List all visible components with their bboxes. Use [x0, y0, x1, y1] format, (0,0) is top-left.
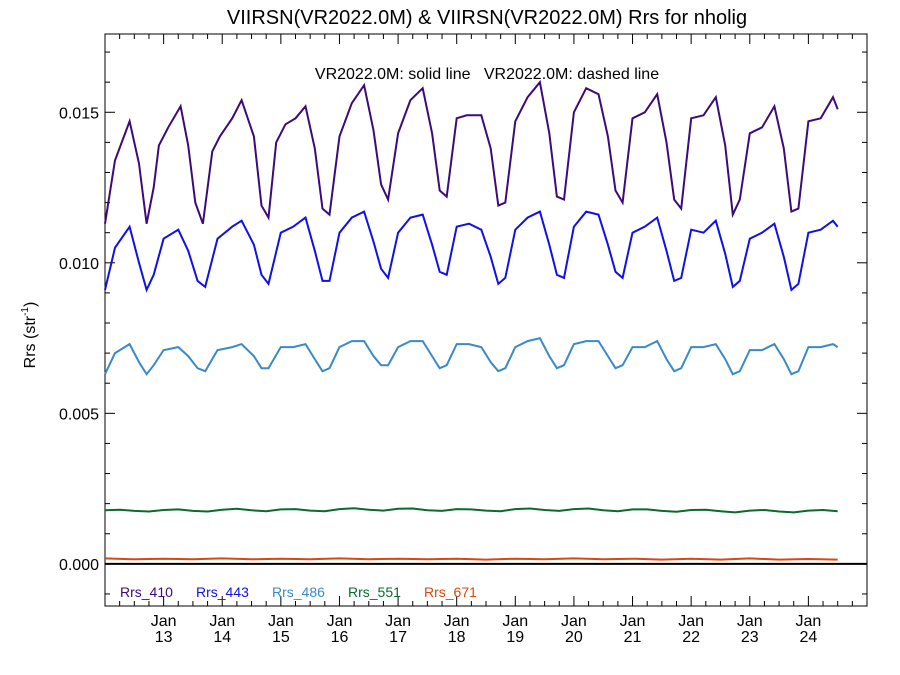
x-tick-label-month: Jan: [385, 613, 411, 630]
y-axis-label-superscript: -1: [20, 307, 31, 316]
x-tick-label-month: Jan: [151, 613, 177, 630]
series-line-rrs-443: [104, 210, 839, 293]
x-tick-label-month: Jan: [561, 613, 587, 630]
legend-item-rrs-443: Rrs_443: [196, 584, 249, 600]
plot-frame: [104, 33, 868, 607]
x-tick-label-month: Jan: [327, 613, 353, 630]
x-tick-label-month: Jan: [795, 613, 821, 630]
y-tick-label: 0.015: [59, 105, 99, 122]
x-tick-label-year: 21: [624, 629, 642, 646]
x-tick-label-month: Jan: [268, 613, 294, 630]
x-tick-label-year: 20: [565, 629, 583, 646]
x-tick-label-year: 14: [213, 629, 231, 646]
y-tick-label: 0.010: [59, 256, 99, 273]
x-tick-label-year: 15: [272, 629, 290, 646]
x-tick-label-year: 17: [389, 629, 407, 646]
chart-title: VIIRSN(VR2022.0M) & VIIRSN(VR2022.0M) Rr…: [227, 7, 747, 29]
x-tick-label-month: Jan: [678, 613, 704, 630]
legend-item-rrs-410: Rrs_410: [120, 584, 173, 600]
x-tick-label-month: Jan: [502, 613, 528, 630]
y-axis-label-text: Rrs (str: [22, 315, 39, 368]
x-tick-label-year: 18: [448, 629, 466, 646]
x-tick-label-month: Jan: [209, 613, 235, 630]
y-axis-label: Rrs (str-1): [20, 302, 39, 369]
legend-item-rrs-671: Rrs_671: [424, 584, 477, 600]
x-tick-label-year: 23: [741, 629, 759, 646]
plot-area: 0.0000.0050.0100.015Jan13Jan14Jan15Jan16…: [59, 33, 868, 646]
legend-item-rrs-551: Rrs_551: [348, 584, 401, 600]
series-line-rrs-486: [104, 336, 839, 376]
x-tick-label-month: Jan: [737, 613, 763, 630]
legend-item-rrs-486: Rrs_486: [272, 584, 325, 600]
x-tick-label-year: 16: [331, 629, 349, 646]
line-style-annotation: VR2022.0M: solid line VR2022.0M: dashed …: [315, 66, 659, 83]
series-line-rrs-671: [104, 557, 838, 561]
series-line-rrs-551: [104, 507, 838, 514]
x-tick-label-month: Jan: [444, 613, 470, 630]
x-tick-label-year: 22: [682, 629, 700, 646]
x-tick-label-month: Jan: [620, 613, 646, 630]
series-line-rrs-410: [104, 79, 839, 225]
x-tick-label-year: 24: [799, 629, 817, 646]
x-tick-label-year: 13: [155, 629, 173, 646]
x-tick-label-year: 19: [506, 629, 524, 646]
y-axis-label-close: ): [22, 302, 39, 307]
y-tick-label: 0.000: [59, 557, 99, 574]
y-tick-label: 0.005: [59, 406, 99, 423]
